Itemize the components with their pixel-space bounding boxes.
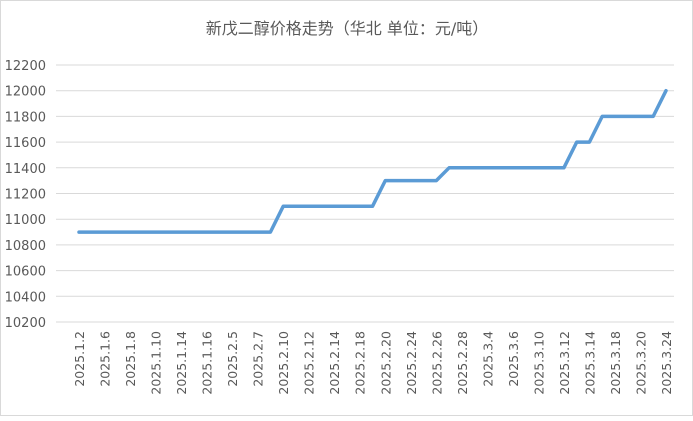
y-tick-label: 10800: [5, 239, 46, 254]
x-tick-label: 2025.3.20: [633, 331, 648, 395]
x-tick-label: 2025.3.12: [557, 331, 572, 395]
x-tick-label: 2025.1.10: [149, 331, 164, 395]
x-tick-label: 2025.2.12: [302, 331, 317, 395]
x-tick-label: 2025.3.4: [480, 331, 495, 387]
x-tick-label: 2025.2.5: [225, 331, 240, 387]
x-tick-label: 2025.2.14: [327, 331, 342, 395]
x-tick-label: 2025.1.14: [174, 331, 189, 395]
y-tick-label: 10600: [5, 265, 46, 280]
x-tick-label: 2025.3.6: [506, 331, 521, 387]
y-tick-label: 10400: [5, 290, 46, 305]
y-tick-label: 11800: [5, 110, 46, 125]
series-line: [77, 88, 668, 234]
x-tick-label: 2025.1.8: [123, 331, 138, 387]
y-axis-labels: 10200 10400 10600 10800 11000 11200 11400 11600…: [5, 59, 46, 331]
x-tick-label: 2025.1.2: [72, 331, 87, 387]
x-tick-label: 2025.3.14: [582, 331, 597, 395]
x-tick-label: 2025.2.28: [455, 331, 470, 395]
y-tick-label: 10200: [5, 316, 46, 331]
x-tick-label: 2025.2.10: [276, 331, 291, 395]
x-tick-label: 2025.2.18: [353, 331, 368, 395]
x-tick-label: 2025.3.10: [531, 331, 546, 395]
y-tick-label: 11200: [5, 188, 46, 203]
chart-title: 新戊二醇价格走势（华北 单位：元/吨）: [206, 19, 488, 38]
x-tick-label: 2025.1.6: [98, 331, 113, 387]
x-tick-label: 2025.2.7: [251, 331, 266, 387]
x-tick-label: 2025.2.24: [404, 331, 419, 395]
y-tick-label: 11400: [5, 162, 46, 177]
y-tick-label: 11000: [5, 213, 46, 228]
y-tick-label: 12000: [5, 85, 46, 100]
series-layer: [77, 88, 668, 234]
x-tick-label: 2025.2.20: [378, 331, 393, 395]
x-tick-label: 2025.3.24: [659, 331, 674, 395]
y-tick-label: 12200: [5, 59, 46, 74]
y-tick-label: 11600: [5, 136, 46, 151]
x-tick-label: 2025.3.18: [608, 331, 623, 395]
x-axis-labels: 2025.1.2 2025.1.6 2025.1.8 2025.1.10 2025.1.…: [72, 331, 674, 395]
x-tick-label: 2025.2.26: [429, 331, 444, 395]
x-tick-label: 2025.1.16: [200, 331, 215, 395]
gridlines: [56, 64, 674, 323]
